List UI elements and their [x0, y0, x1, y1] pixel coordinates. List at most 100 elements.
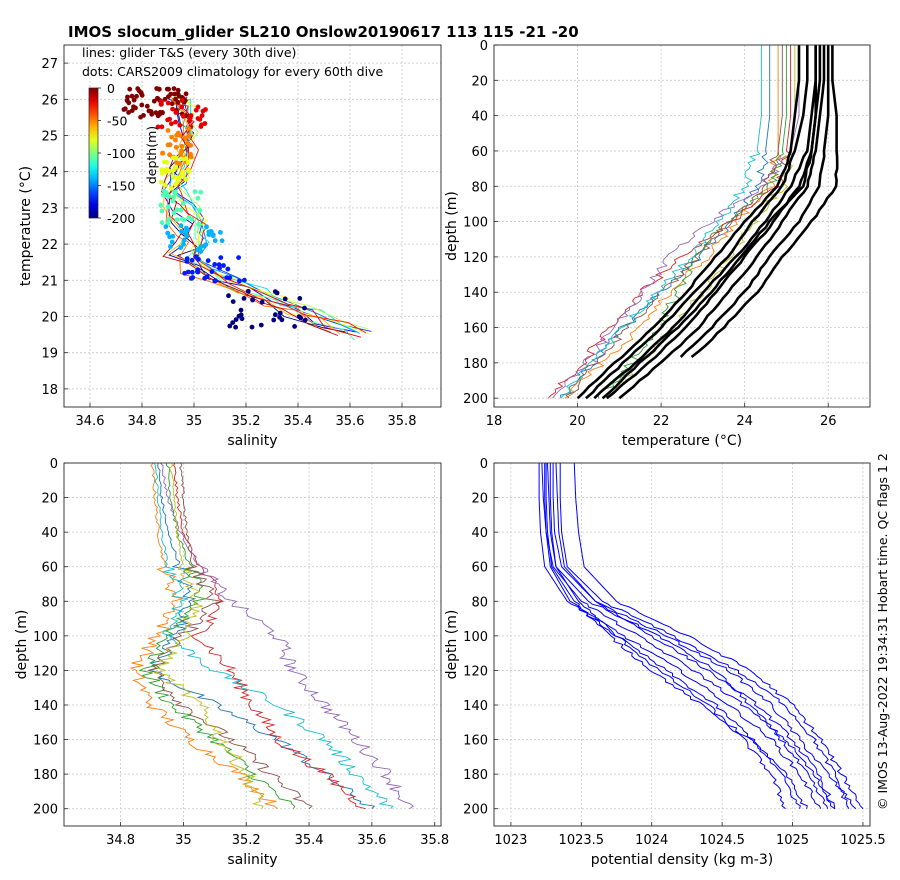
ts-plot-area: [64, 45, 441, 407]
ts-climatology-dot: [274, 290, 280, 296]
dens-xlabel: potential density (kg m-3): [591, 852, 773, 868]
ts-climatology-dot: [216, 262, 222, 268]
dens-xtick-label: 1025: [776, 833, 809, 848]
ts-climatology-dot: [166, 217, 172, 222]
ts-ylabel: temperature (°C): [18, 166, 34, 286]
dens-ylabel: depth (m): [444, 610, 460, 680]
ts-climatology-dot: [182, 270, 188, 276]
temp-glider-line-1: [564, 45, 782, 399]
ts-climatology-dot: [259, 299, 265, 305]
ts-climatology-dot: [302, 317, 308, 323]
temp-ytick-label: 180: [463, 357, 488, 372]
ts-climatology-dot: [302, 305, 307, 311]
ts-climatology-dot: [126, 110, 131, 115]
dens-ytick-label: 180: [463, 768, 488, 783]
salt-ytick-label: 120: [33, 664, 58, 679]
ts-climatology-dot: [189, 269, 195, 275]
ts-climatology-dot: [226, 293, 231, 299]
ts-climatology-dot: [146, 108, 152, 114]
density-glider-line-2: [545, 463, 808, 809]
ts-climatology-dot: [165, 127, 171, 133]
ts-climatology-dot: [166, 94, 171, 99]
ts-climatology-dot: [186, 215, 192, 220]
ts-climatology-dot: [195, 267, 201, 273]
temp-climatology-line-7: [601, 45, 817, 400]
ts-climatology-dot: [282, 296, 288, 302]
ts-climatology-dot: [173, 144, 179, 150]
salt-xtick-label: 35.4: [295, 833, 324, 848]
dens-ytick-label: 20: [471, 492, 488, 507]
ts-climatology-dot: [176, 93, 182, 99]
ts-climatology-dot: [181, 237, 187, 243]
ts-climatology-dot: [167, 116, 173, 122]
ts-ytick-label: 24: [41, 166, 58, 181]
dens-xtick-label: 1023: [494, 833, 527, 848]
dens-ytick-label: 80: [471, 595, 488, 610]
ts-climatology-dot: [186, 169, 192, 174]
temp-xlabel: temperature (°C): [622, 433, 742, 449]
salt-ytick-label: 60: [41, 561, 58, 576]
salt-ytick-label: 100: [33, 630, 58, 645]
ts-annotation-0: lines: glider T&S (every 30th dive): [82, 45, 296, 60]
ts-climatology-dot: [238, 307, 244, 313]
temp-xtick-label: 18: [486, 414, 503, 429]
dens-ytick-label: 160: [463, 734, 488, 749]
ts-climatology-dot: [159, 171, 165, 176]
ts-climatology-dot: [158, 179, 164, 185]
ts-climatology-dot: [189, 257, 195, 263]
density-panel: 1023 1023.5 1024 1024.5 1025 1025.5 0 20 40 60 80 1…: [444, 457, 886, 868]
ts-annotation-1: dots: CARS2009 climatology for every 60t…: [82, 64, 383, 79]
ts-xtick-label: 34.6: [76, 414, 105, 429]
colorbar-tick-label: -200: [107, 211, 135, 226]
ts-climatology-dot: [203, 107, 208, 112]
ts-climatology-dot: [181, 217, 187, 223]
ts-climatology-dot: [171, 194, 177, 200]
dens-ytick-label: 120: [463, 664, 488, 679]
temp-marks: [547, 45, 839, 400]
ts-climatology-dot: [212, 238, 218, 244]
ts-climatology-dot: [196, 221, 201, 227]
temp-climatology-line-1: [585, 45, 809, 400]
ts-climatology-dot: [225, 266, 231, 272]
ts-climatology-dot: [227, 275, 233, 281]
salt-ytick-label: 80: [41, 595, 58, 610]
ts-climatology-dot: [209, 269, 215, 275]
dens-xtick-label: 1023.5: [559, 833, 605, 848]
temp-glider-line-0: [560, 45, 771, 399]
ts-climatology-dot: [169, 239, 175, 245]
ts-climatology-dot: [161, 159, 167, 165]
ts-climatology-dot: [171, 174, 177, 180]
ts-climatology-dot: [219, 238, 225, 244]
ts-climatology-dot: [165, 204, 171, 210]
ts-climatology-dot: [167, 152, 173, 158]
ts-climatology-dot: [160, 192, 166, 198]
ts-climatology-dot: [173, 110, 179, 115]
ts-climatology-dot: [171, 86, 177, 91]
salinity-glider-line-5: [146, 463, 313, 810]
ts-xtick-label: 35.4: [284, 414, 313, 429]
ts-climatology-dot: [170, 198, 176, 204]
ts-climatology-dot: [173, 137, 178, 143]
density-glider-line-4: [549, 463, 829, 809]
ts-climatology-dot: [184, 259, 190, 264]
dens-plot-area: [494, 463, 870, 826]
ts-climatology-dot: [183, 177, 189, 182]
salinity-panel: 34.8 35 35.2 35.4 35.6 35.8 0 20 40 60 80 100 120 140…: [14, 457, 449, 868]
ts-climatology-dot: [144, 103, 150, 109]
ts-climatology-dot: [175, 161, 181, 166]
salt-plot-area: [64, 463, 441, 826]
ts-climatology-dot: [169, 121, 174, 127]
ts-climatology-dot: [168, 186, 174, 191]
ts-climatology-dot: [179, 98, 185, 103]
ts-climatology-dot: [180, 201, 186, 206]
ts-climatology-dot: [250, 297, 256, 303]
colorbar-tick-label: -50: [107, 114, 127, 129]
temp-ytick-label: 140: [463, 286, 488, 301]
ts-climatology-dot: [134, 93, 139, 99]
ts-xtick-label: 35: [186, 414, 203, 429]
ts-climatology-dot: [183, 225, 189, 231]
ts-ytick-label: 19: [41, 347, 58, 362]
ts-climatology-dot: [279, 317, 285, 323]
ts-climatology-dot: [161, 188, 167, 194]
ts-climatology-dot: [183, 91, 189, 97]
